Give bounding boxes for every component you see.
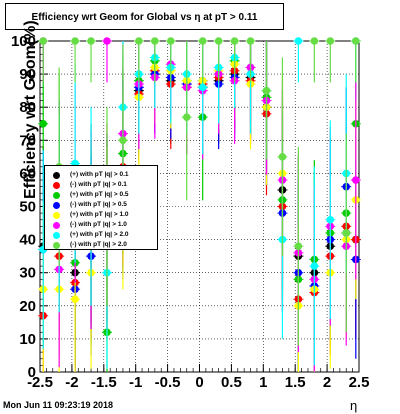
legend-item: (-) with pT |q| > 0.1 xyxy=(45,180,157,190)
legend-marker xyxy=(53,222,60,229)
x-tick-label: 2 xyxy=(323,374,331,391)
data-point xyxy=(182,113,191,121)
data-point xyxy=(119,136,127,145)
data-point xyxy=(71,295,79,303)
data-point xyxy=(151,37,159,45)
legend-label: (+) with pT |q| > 0.5 xyxy=(70,191,129,198)
legend-item: (+) with pT |q| > 2.0 xyxy=(45,230,157,240)
data-point xyxy=(214,37,223,45)
x-tick-label: -1 xyxy=(129,374,142,391)
legend-label: (+) with pT |q| > 2.0 xyxy=(70,231,129,238)
data-point xyxy=(262,86,271,95)
legend: (+) with pT |q| > 0.1 (-) with pT |q| > 0… xyxy=(44,165,158,250)
timestamp-footer: Mon Jun 11 09:23:19 2018 xyxy=(3,400,114,410)
data-point xyxy=(230,37,239,45)
data-point xyxy=(71,37,79,45)
y-tick-label: 100 xyxy=(11,33,36,50)
x-tick-label: 1.5 xyxy=(285,374,306,391)
legend-label: (+) with pT |q| > 1.0 xyxy=(70,211,129,218)
legend-marker xyxy=(53,232,60,239)
data-point xyxy=(278,153,287,161)
data-point xyxy=(352,37,360,45)
legend-marker xyxy=(53,182,60,189)
data-point xyxy=(103,37,111,45)
data-point xyxy=(135,37,143,45)
legend-marker xyxy=(53,202,60,209)
x-tick-label: -2.5 xyxy=(27,374,53,391)
data-point xyxy=(198,37,207,45)
legend-marker xyxy=(53,172,60,179)
data-point xyxy=(198,83,207,92)
data-point xyxy=(326,215,335,224)
data-point xyxy=(326,37,335,45)
legend-marker xyxy=(53,212,60,219)
x-tick-label: 0 xyxy=(195,374,203,391)
y-tick-label: 90 xyxy=(19,66,36,83)
legend-label: (-) with pT |q| > 0.1 xyxy=(70,181,127,188)
data-point xyxy=(352,176,360,184)
y-tick-label: 40 xyxy=(19,232,36,249)
data-point xyxy=(294,242,303,251)
legend-item: (+) with pT |q| > 1.0 xyxy=(45,210,157,220)
data-point xyxy=(294,37,303,45)
y-tick-label: 70 xyxy=(19,132,36,149)
data-point xyxy=(246,37,255,45)
legend-label: (-) with pT |q| > 1.0 xyxy=(70,221,127,228)
data-point xyxy=(39,119,47,128)
legend-label: (-) with pT |q| > 0.5 xyxy=(70,201,127,208)
data-point xyxy=(310,37,319,45)
data-point xyxy=(39,37,47,45)
legend-item: (+) with pT |q| > 0.5 xyxy=(45,190,157,200)
legend-item: (+) with pT |q| > 0.1 xyxy=(45,170,157,180)
y-tick-label: 0 xyxy=(28,364,36,381)
data-point xyxy=(342,229,351,237)
y-tick-label: 60 xyxy=(19,165,36,182)
x-tick-label: -0.5 xyxy=(155,374,181,391)
x-tick-label: -1.5 xyxy=(91,374,117,391)
legend-label: (-) with pT |q| > 2.0 xyxy=(70,241,127,248)
legend-label: (+) with pT |q| > 0.1 xyxy=(70,171,129,178)
data-point xyxy=(87,37,95,45)
y-tick-label: 50 xyxy=(19,199,36,216)
x-tick-label: 1 xyxy=(259,374,267,391)
legend-item: (-) with pT |q| > 2.0 xyxy=(45,240,157,250)
data-point xyxy=(166,37,175,45)
x-axis-label: η xyxy=(350,398,358,413)
legend-item: (-) with pT |q| > 1.0 xyxy=(45,220,157,230)
y-tick-label: 30 xyxy=(19,265,36,282)
y-tick-label: 10 xyxy=(19,331,36,348)
legend-marker xyxy=(53,192,60,199)
legend-item: (-) with pT |q| > 0.5 xyxy=(45,200,157,210)
x-tick-label: -2 xyxy=(65,374,78,391)
chart-title-box: Efficiency wrt Geom for Global vs η at p… xyxy=(5,3,284,30)
y-tick-label: 20 xyxy=(19,298,36,315)
y-tick-label: 80 xyxy=(19,99,36,116)
y-axis-label: Efficiency wrt Geom(%) xyxy=(22,20,39,199)
legend-marker xyxy=(53,242,60,249)
x-tick-label: 0.5 xyxy=(221,374,242,391)
chart-title: Efficiency wrt Geom for Global vs η at p… xyxy=(31,12,258,23)
x-tick-label: 2.5 xyxy=(349,374,370,391)
data-point xyxy=(310,262,319,270)
